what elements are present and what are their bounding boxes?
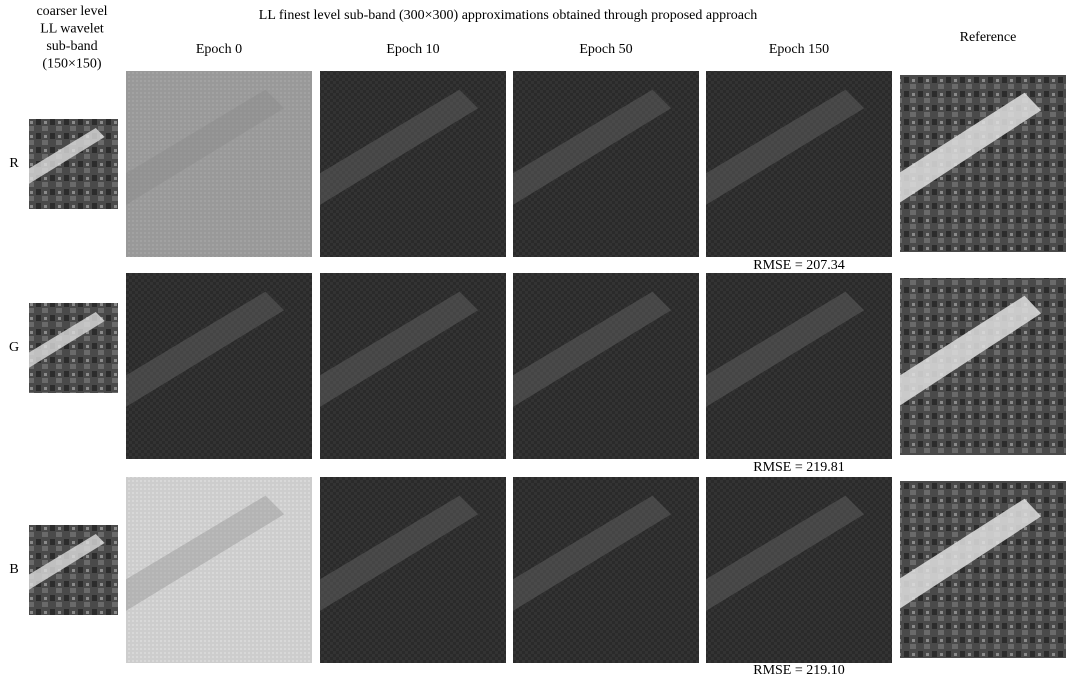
rmse-label: RMSE = 219.10 <box>753 663 845 678</box>
row-label: B <box>9 562 18 577</box>
column-header: Epoch 0 <box>196 42 242 57</box>
rmse-label: RMSE = 207.34 <box>753 258 845 273</box>
row-label: G <box>9 340 19 355</box>
rmse-label: RMSE = 219.81 <box>753 460 845 475</box>
column-header: Epoch 10 <box>386 42 439 57</box>
column-header: Epoch 50 <box>579 42 632 57</box>
side-title-line: coarser level <box>36 4 107 19</box>
column-header: Epoch 150 <box>769 42 829 57</box>
row-label: R <box>9 156 19 171</box>
column-header: Reference <box>960 30 1017 45</box>
figure-title: LL finest level sub-band (300×300) appro… <box>259 8 757 23</box>
side-title-line: (150×150) <box>42 57 102 72</box>
side-title-line: LL wavelet <box>40 22 104 37</box>
side-title-line: sub-band <box>46 39 97 54</box>
figure: coarser level LL wavelet sub-band (150×150)… <box>0 0 1068 683</box>
